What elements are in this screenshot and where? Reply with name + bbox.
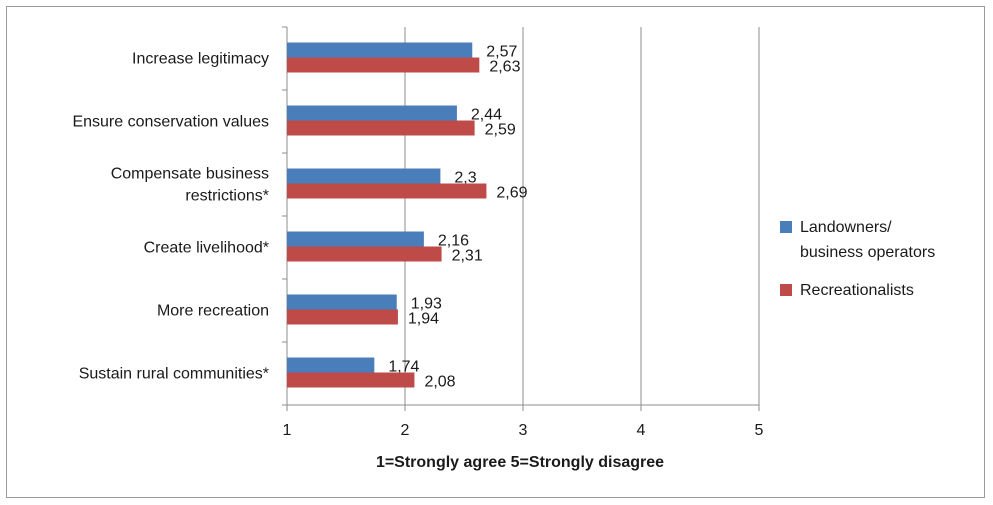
- bar: [287, 42, 473, 58]
- data-label: 2,08: [424, 374, 455, 391]
- data-label: 1,93: [411, 296, 442, 313]
- category-label: More recreation: [157, 303, 269, 320]
- bar-chart: 1 2 3 4 5 Increase legitimacy 2,572,63 Ensure c…: [72, 26, 935, 471]
- bar: [287, 294, 397, 310]
- legend-label: business operators: [800, 244, 935, 261]
- x-tick-label: 3: [519, 422, 528, 439]
- x-tick-label: 1: [283, 422, 292, 439]
- data-label: 1,74: [388, 359, 419, 376]
- bar: [287, 357, 375, 373]
- bar: [287, 168, 441, 184]
- bar: [287, 57, 480, 73]
- chart-frame: 1 2 3 4 5 Increase legitimacy 2,57 2,63 Ensure c…: [6, 6, 985, 498]
- category-label: Sustain rural communities*: [79, 366, 269, 383]
- bar: [287, 231, 424, 247]
- data-label: 2,59: [485, 122, 516, 139]
- bar: [287, 183, 487, 199]
- x-tick-label: 2: [401, 422, 410, 439]
- data-label: 2,69: [496, 185, 527, 202]
- bar: [287, 246, 442, 262]
- data-label: 1,94: [408, 311, 439, 328]
- data-label: 2,63: [489, 59, 520, 76]
- data-label: 2,44: [471, 107, 502, 124]
- legend-label: Recreationalists: [800, 282, 914, 299]
- category-label: restrictions*: [185, 188, 269, 205]
- x-axis-title: 1=Strongly agree 5=Strongly disagree: [376, 454, 664, 471]
- legend-swatch: [780, 221, 792, 233]
- x-tick-label: 5: [755, 422, 764, 439]
- bar: [287, 372, 415, 388]
- category-label: Create livelihood*: [144, 240, 269, 257]
- bar: [287, 120, 475, 136]
- data-label: 2,16: [438, 233, 469, 250]
- x-tick-label: 4: [637, 422, 646, 439]
- category-label: Compensate business: [111, 166, 269, 183]
- data-label: 2,31: [452, 248, 483, 265]
- bar: [287, 105, 457, 121]
- category-label: Ensure conservation values: [72, 114, 269, 131]
- legend-swatch: [780, 284, 792, 296]
- data-label: 2,3: [454, 170, 476, 187]
- category-label: Increase legitimacy: [132, 51, 269, 68]
- data-label: 2,57: [486, 44, 517, 61]
- legend-label: Landowners/: [800, 219, 892, 236]
- bar: [287, 309, 398, 325]
